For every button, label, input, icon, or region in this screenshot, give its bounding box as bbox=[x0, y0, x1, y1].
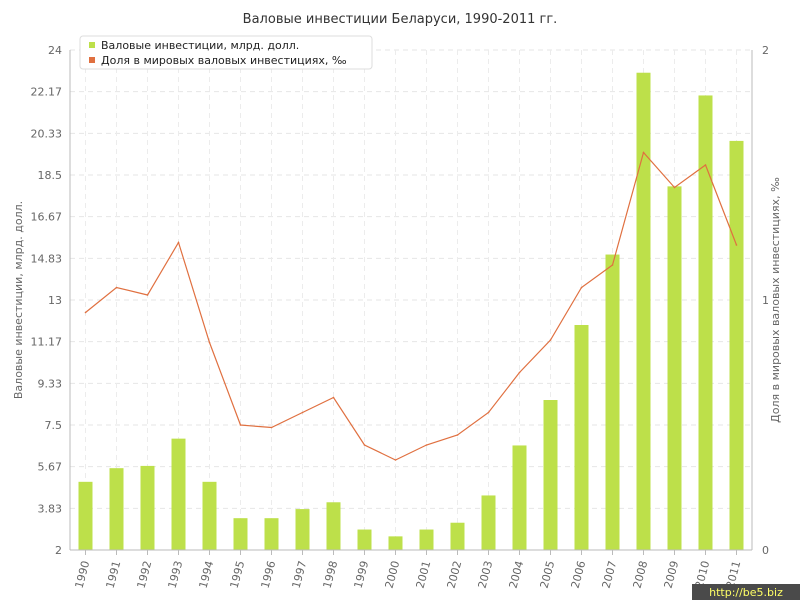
chart-title: Валовые инвестиции Беларуси, 1990-2011 г… bbox=[243, 12, 558, 27]
y-tick-label: 13 bbox=[48, 294, 62, 307]
bar bbox=[171, 438, 186, 550]
x-tick-label: 1997 bbox=[290, 559, 310, 589]
line-point bbox=[487, 411, 490, 414]
x-tick-label: 2003 bbox=[476, 559, 496, 589]
bar bbox=[481, 495, 496, 550]
x-tick-label: 1993 bbox=[166, 559, 186, 589]
line-point bbox=[84, 311, 87, 314]
line-point bbox=[704, 164, 707, 166]
bar bbox=[636, 72, 651, 551]
y-tick-label: 18.5 bbox=[38, 169, 63, 182]
x-tick-label: 1996 bbox=[259, 559, 279, 589]
bar bbox=[667, 186, 682, 550]
bar bbox=[109, 468, 124, 550]
bar bbox=[357, 529, 372, 550]
line-point bbox=[363, 444, 366, 446]
x-tick-label: 1999 bbox=[352, 559, 372, 589]
bar-series bbox=[78, 72, 744, 551]
line-point bbox=[177, 241, 180, 244]
line-point bbox=[456, 434, 459, 436]
y-tick-label: 24 bbox=[48, 44, 62, 57]
x-tick-label: 1995 bbox=[228, 559, 248, 589]
x-tick-label: 1990 bbox=[73, 559, 93, 589]
legend: Валовые инвестиции, млрд. долл. Доля в ми… bbox=[79, 35, 373, 70]
watermark-text: http://be5.biz bbox=[709, 586, 783, 599]
y-tick-label: 22.17 bbox=[31, 86, 63, 99]
bar bbox=[233, 518, 248, 550]
line-series bbox=[84, 151, 738, 461]
x-tick-label: 1998 bbox=[321, 559, 341, 589]
bar bbox=[512, 445, 527, 550]
legend-box: Валовые инвестиции, млрд. долл. Доля в ми… bbox=[79, 35, 373, 70]
y-right-tick-label: 2 bbox=[762, 44, 769, 57]
bar bbox=[388, 536, 403, 550]
bar bbox=[450, 522, 465, 550]
y-axis-label-left: Валовые инвестиции, млрд. долл. bbox=[12, 201, 25, 399]
line-point bbox=[580, 286, 583, 289]
x-tick-label: 2000 bbox=[383, 559, 403, 589]
bar bbox=[78, 481, 93, 550]
y-right-tick-label: 0 bbox=[762, 544, 769, 557]
line-point bbox=[611, 264, 614, 266]
y-tick-label: 11.17 bbox=[31, 336, 63, 349]
bar bbox=[326, 502, 341, 550]
legend-swatch bbox=[89, 42, 95, 48]
y-tick-label: 16.67 bbox=[31, 211, 63, 224]
line-point bbox=[146, 294, 149, 296]
x-tick-label: 2007 bbox=[600, 559, 620, 589]
bar bbox=[140, 465, 155, 550]
legend-swatch bbox=[89, 57, 95, 63]
line-point bbox=[301, 411, 304, 414]
y-axis-label-right: Доля в мировых валовых инвестициях, ‰ bbox=[769, 177, 782, 423]
line-point bbox=[518, 371, 521, 374]
x-tick-label: 2008 bbox=[631, 559, 651, 589]
bar bbox=[295, 509, 310, 550]
y-tick-label: 3.83 bbox=[38, 502, 63, 515]
bar bbox=[698, 95, 713, 551]
watermark: http://be5.biz bbox=[692, 584, 800, 600]
line-point bbox=[549, 339, 552, 341]
y-tick-label: 20.33 bbox=[31, 127, 63, 140]
line-point bbox=[673, 186, 676, 189]
x-tick-label: 2001 bbox=[414, 559, 434, 589]
line-point bbox=[332, 396, 335, 399]
bar bbox=[543, 400, 558, 550]
y-tick-label: 9.33 bbox=[38, 377, 63, 390]
line-point bbox=[425, 444, 428, 446]
legend-label: Доля в мировых валовых инвестициях, ‰ bbox=[101, 54, 347, 67]
x-tick-label: 2006 bbox=[569, 559, 589, 589]
line-path bbox=[85, 151, 738, 461]
x-tick-label: 1991 bbox=[104, 559, 124, 589]
y-tick-label: 2 bbox=[55, 544, 62, 557]
legend-background bbox=[79, 35, 373, 70]
x-tick-label: 1992 bbox=[135, 559, 155, 589]
legend-label: Валовые инвестиции, млрд. долл. bbox=[101, 39, 299, 52]
x-tick-label: 2005 bbox=[538, 559, 558, 589]
bar bbox=[574, 325, 589, 550]
x-tick-label: 1994 bbox=[197, 559, 217, 589]
x-tick-label: 2009 bbox=[662, 559, 682, 589]
line-point bbox=[115, 286, 118, 289]
line-point bbox=[394, 459, 397, 461]
y-tick-label: 7.5 bbox=[45, 419, 63, 432]
line-point bbox=[208, 341, 211, 344]
x-tick-label: 2002 bbox=[445, 559, 465, 589]
bar bbox=[605, 254, 620, 550]
bar bbox=[202, 481, 217, 550]
bar bbox=[419, 529, 434, 550]
y-right-tick-label: 1 bbox=[762, 294, 769, 307]
line-point bbox=[270, 426, 273, 429]
bar bbox=[729, 140, 744, 550]
line-point bbox=[642, 151, 645, 154]
bar bbox=[264, 518, 279, 550]
y-tick-label: 5.67 bbox=[38, 461, 63, 474]
line-point bbox=[735, 244, 738, 246]
x-tick-label: 2004 bbox=[507, 559, 527, 589]
line-point bbox=[239, 424, 242, 426]
y-tick-label: 14.83 bbox=[31, 252, 63, 265]
